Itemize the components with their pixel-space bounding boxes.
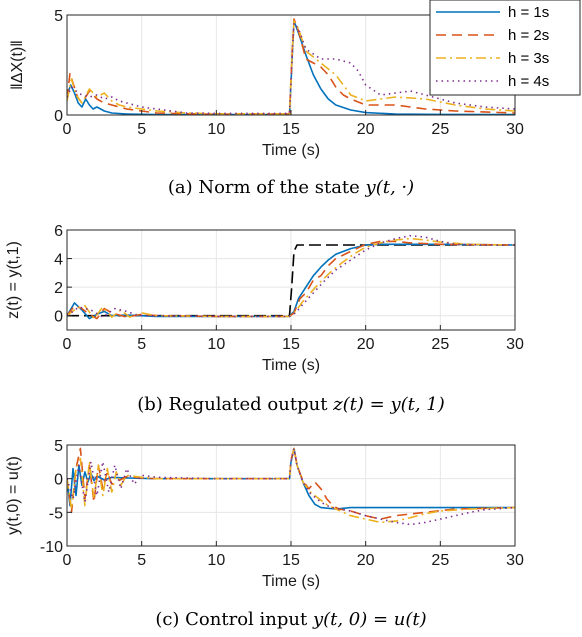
chart-caption: (a) Norm of the state y(t, ·) (168, 177, 414, 198)
x-tick-label: 30 (506, 121, 524, 138)
x-tick-label: 25 (431, 552, 449, 569)
y-tick-label: 5 (54, 438, 63, 455)
x-tick-label: 0 (63, 552, 72, 569)
x-tick-label: 0 (63, 336, 72, 353)
x-tick-label: 5 (137, 552, 146, 569)
x-axis-label: Time (s) (262, 357, 320, 374)
x-tick-label: 5 (137, 336, 146, 353)
legend: h = 1s h = 2s h = 3s h = 4s (429, 0, 581, 96)
y-tick-label: 2 (54, 280, 63, 297)
x-axis-label: Time (s) (262, 142, 320, 159)
x-tick-label: 10 (207, 121, 225, 138)
x-tick-label: 30 (506, 552, 524, 569)
legend-label: h = 1s (508, 4, 549, 21)
y-tick-label: 0 (54, 309, 63, 326)
chart-c: 0 5 10 15 20 25 30 -10 -5 0 5 Time (s) y(t,0) = u(t)… (5, 438, 524, 630)
x-tick-label: 10 (207, 336, 225, 353)
y-tick-label: -10 (40, 539, 63, 556)
series-group (67, 234, 515, 320)
y-tick-label: -5 (49, 505, 63, 522)
y-tick-label: 5 (54, 8, 63, 25)
legend-label: h = 3s (508, 50, 549, 67)
y-tick-label: 0 (54, 108, 63, 125)
x-tick-label: 5 (137, 121, 146, 138)
x-tick-label: 20 (357, 121, 375, 138)
series-group (67, 447, 515, 526)
legend-label: h = 4s (508, 73, 549, 90)
y-tick-label: 4 (54, 252, 63, 269)
series-line-h-1s (67, 243, 515, 320)
x-tick-label: 20 (357, 336, 375, 353)
x-tick-label: 15 (282, 121, 300, 138)
x-tick-label: 15 (282, 336, 300, 353)
series-line-h-2s (67, 240, 515, 320)
y-axis-label: ‖ΔX(t)‖ (9, 40, 26, 90)
y-tick-label: 6 (54, 223, 63, 240)
series-line-h-3s (67, 20, 515, 115)
series-line-h-2s (67, 18, 515, 115)
series-line-h-4s (67, 234, 515, 318)
x-tick-label: 20 (357, 552, 375, 569)
chart-b: 0 5 10 15 20 25 30 0 2 4 6 Time (s) z(t) = y(t,1) (b)… (5, 223, 524, 415)
chart-caption: (b) Regulated output z(t) = y(t, 1) (137, 394, 445, 415)
chart-caption: (c) Control input y(t, 0) = u(t) (155, 609, 426, 630)
x-tick-label: 0 (63, 121, 72, 138)
x-tick-label: 10 (207, 552, 225, 569)
series-line-h-3s (67, 237, 515, 320)
x-tick-label: 30 (506, 336, 524, 353)
y-axis-label: y(t,0) = u(t) (5, 456, 22, 535)
series-line-reference (67, 244, 515, 317)
chart-a: 0 5 10 15 20 25 30 0 5 Time (s) ‖ΔX(t)‖ (a) Norm of… (9, 0, 581, 198)
legend-box (429, 0, 581, 96)
series-line-h-4s (67, 22, 515, 115)
series-line-h-3s (67, 447, 515, 524)
y-tick-label: 0 (54, 472, 63, 489)
y-axis-label: z(t) = y(t,1) (5, 241, 22, 319)
x-axis-label: Time (s) (262, 573, 320, 590)
x-tick-label: 25 (431, 336, 449, 353)
legend-label: h = 2s (508, 27, 549, 44)
x-tick-label: 15 (282, 552, 300, 569)
x-tick-label: 25 (431, 121, 449, 138)
